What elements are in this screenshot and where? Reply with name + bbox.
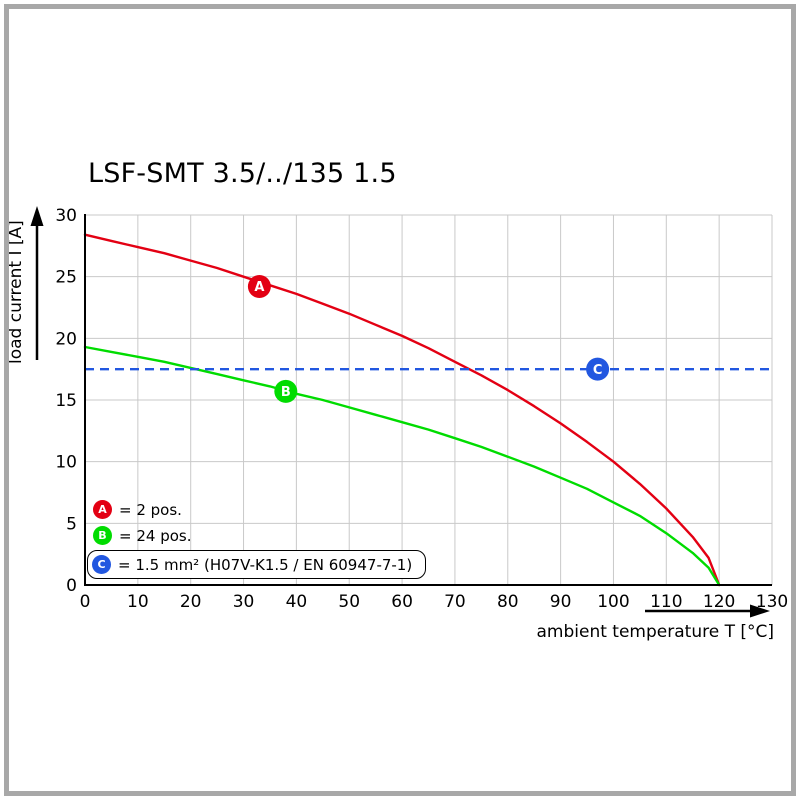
series-curve-A [83, 233, 721, 587]
x-tick-label: 70 [444, 592, 466, 612]
y-axis-label: load current I [A] [6, 220, 26, 364]
y-tick-label: 15 [55, 391, 77, 411]
x-tick-label: 0 [80, 592, 91, 612]
marker-letter-A: A [254, 280, 264, 295]
legend-label-A: = 2 pos. [119, 500, 182, 519]
x-axis-arrow-head [750, 604, 770, 618]
marker-letter-B: B [281, 385, 291, 400]
legend-badge-B: B [93, 526, 112, 545]
x-tick-label: 50 [338, 592, 360, 612]
marker-B [274, 379, 298, 403]
legend-item-B: B = 24 pos. [93, 524, 426, 547]
legend-badge-A: A [93, 500, 112, 519]
x-tick-label: 110 [650, 592, 682, 612]
x-tick-label: 100 [597, 592, 629, 612]
legend-label-C: = 1.5 mm² (H07V-K1.5 / EN 60947-7-1) [118, 555, 413, 574]
x-tick-label: 10 [127, 592, 149, 612]
y-tick-label: 0 [66, 576, 77, 596]
y-tick-label: 10 [55, 453, 77, 473]
x-tick-label: 20 [180, 592, 202, 612]
y-tick-label: 20 [55, 329, 77, 349]
y-tick-label: 30 [55, 206, 77, 226]
x-tick-label: 40 [286, 592, 308, 612]
legend-item-A: A = 2 pos. [93, 498, 426, 521]
y-tick-label: 25 [55, 268, 77, 288]
y-tick-label: 5 [66, 514, 77, 534]
x-tick-label: 60 [391, 592, 413, 612]
chart-title: LSF-SMT 3.5/../135 1.5 [88, 158, 397, 189]
legend-badge-C: C [92, 555, 111, 574]
y-axis-arrow-head [30, 206, 44, 226]
x-tick-label: 120 [703, 592, 735, 612]
marker-A [247, 275, 271, 299]
x-tick-label: 30 [233, 592, 255, 612]
x-tick-label: 130 [756, 592, 788, 612]
x-axis-label: ambient temperature T [°C] [536, 622, 774, 642]
legend-item-C: C = 1.5 mm² (H07V-K1.5 / EN 60947-7-1) [87, 550, 427, 579]
x-tick-label: 90 [550, 592, 572, 612]
marker-C [586, 357, 610, 381]
legend-label-B: = 24 pos. [119, 526, 192, 545]
legend: A = 2 pos. B = 24 pos. C = 1.5 mm² (H07V-K1.5… [87, 498, 427, 582]
x-tick-label: 80 [497, 592, 519, 612]
marker-letter-C: C [593, 363, 603, 378]
